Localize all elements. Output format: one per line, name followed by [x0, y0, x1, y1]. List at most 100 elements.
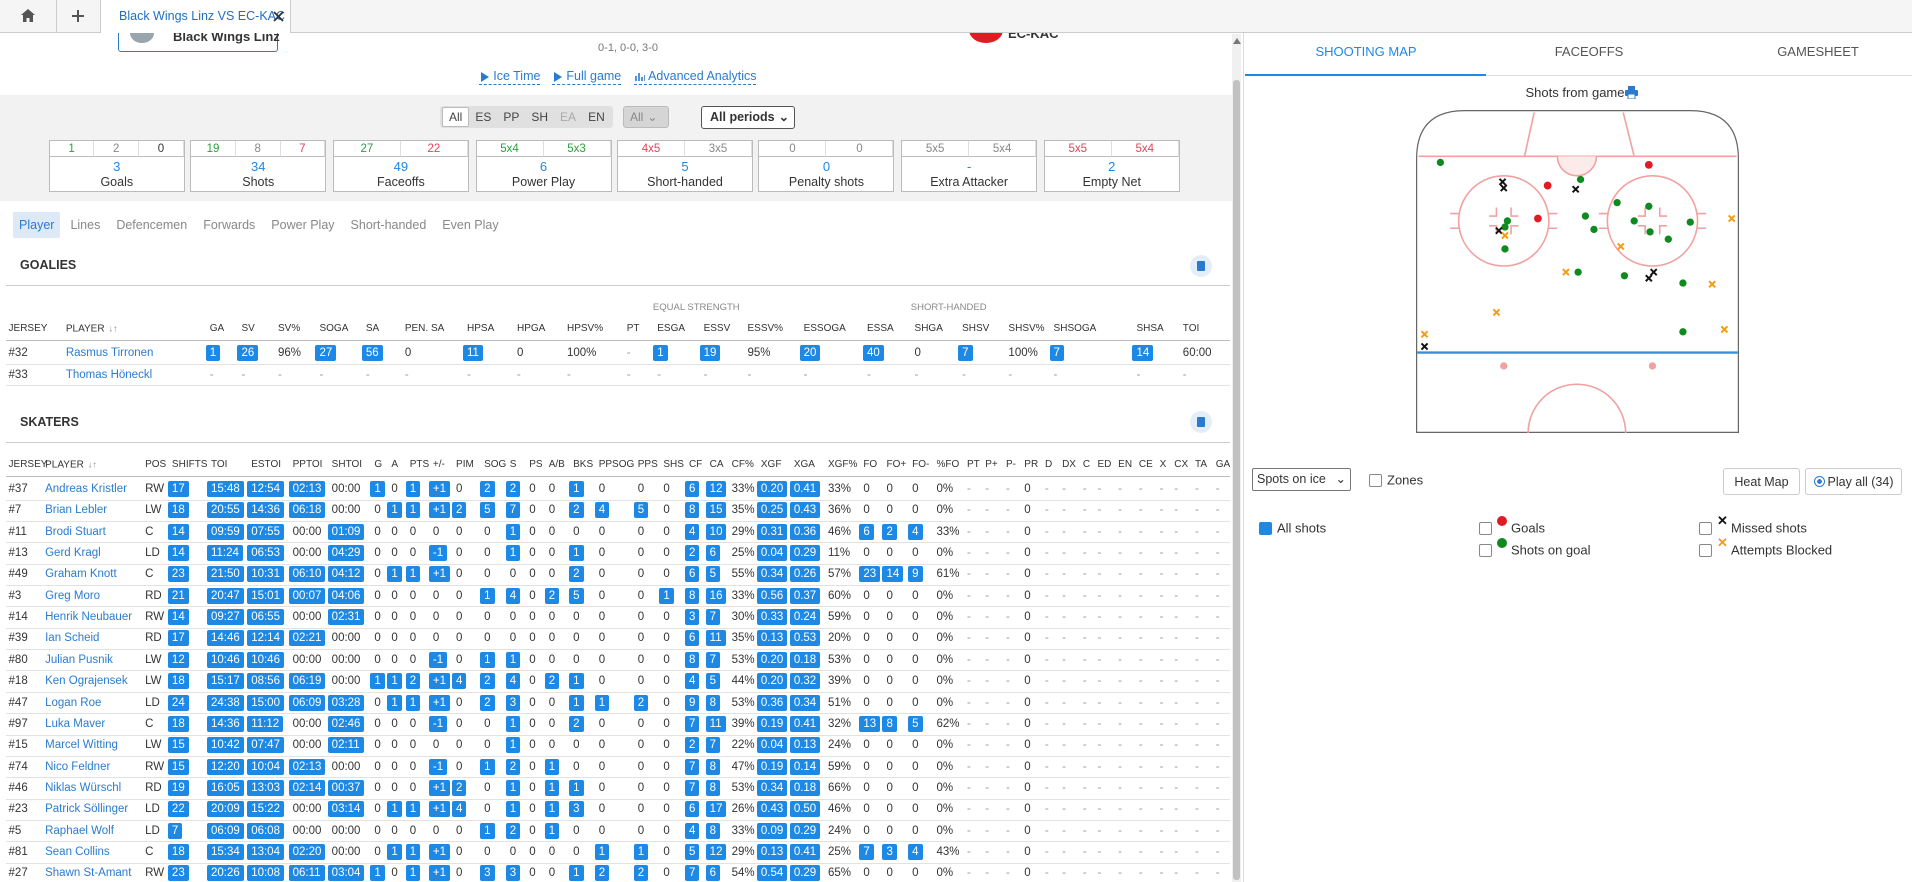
- column-header[interactable]: GA: [1215, 459, 1231, 470]
- shot-missed[interactable]: [1645, 274, 1653, 282]
- button[interactable]: Heat Map: [1723, 468, 1800, 495]
- column-header[interactable]: GA: [209, 323, 225, 334]
- view-tab[interactable]: Defencemen: [116, 218, 188, 232]
- info-icon[interactable]: [1189, 254, 1213, 278]
- period-select[interactable]: All periods ⌄: [701, 106, 795, 129]
- column-header[interactable]: SHS: [663, 459, 684, 470]
- shot-on-goal[interactable]: [1581, 212, 1590, 220]
- column-header[interactable]: SHSV: [962, 323, 990, 334]
- shot-on-goal[interactable]: [1686, 218, 1694, 226]
- panel-tab[interactable]: GAMESHEET: [1777, 44, 1859, 59]
- player-link[interactable]: Andreas Kristler: [45, 483, 127, 495]
- column-header[interactable]: PLAYER ↓↑: [65, 323, 118, 335]
- column-header[interactable]: C: [1082, 459, 1091, 470]
- column-header[interactable]: FO: [863, 459, 878, 470]
- shot-on-goal[interactable]: [1620, 272, 1629, 280]
- shot-on-goal[interactable]: [1630, 217, 1638, 225]
- shot-goal[interactable]: [1644, 160, 1653, 169]
- shot-goal[interactable]: [1543, 181, 1552, 190]
- shot-missed[interactable]: [1649, 268, 1658, 276]
- column-header[interactable]: XGF%: [827, 459, 858, 470]
- view-select[interactable]: Spots on ice ⌄: [1252, 468, 1351, 491]
- close-icon[interactable]: [273, 11, 284, 22]
- player-link[interactable]: Luka Maver: [45, 717, 106, 730]
- shot-missed[interactable]: [1420, 342, 1429, 351]
- column-header[interactable]: X: [1159, 459, 1167, 470]
- column-header[interactable]: A/B: [548, 459, 565, 470]
- shot-blocked[interactable]: [1617, 242, 1625, 251]
- column-header[interactable]: JERSEY: [8, 323, 48, 334]
- shot-blocked[interactable]: [1562, 268, 1570, 276]
- shot-on-goal[interactable]: [1576, 175, 1585, 184]
- column-header[interactable]: PLAYER ↓↑: [45, 459, 97, 471]
- column-header[interactable]: SHSV%: [1008, 323, 1045, 334]
- column-header[interactable]: P+: [985, 459, 998, 470]
- new-tab-button[interactable]: [57, 0, 101, 32]
- column-header[interactable]: PR: [1024, 459, 1039, 470]
- link[interactable]: Full game: [552, 69, 622, 85]
- column-header[interactable]: ESGA: [657, 323, 686, 334]
- column-header[interactable]: CF: [688, 459, 703, 470]
- column-header[interactable]: %FO: [936, 459, 960, 470]
- column-header[interactable]: SHSA: [1136, 323, 1164, 334]
- shot-blocked[interactable]: [1501, 231, 1509, 240]
- shot-on-goal[interactable]: [1679, 279, 1687, 287]
- checkbox[interactable]: [1699, 522, 1712, 535]
- team-select[interactable]: All ⌄: [623, 106, 669, 128]
- shot-on-goal[interactable]: [1645, 202, 1653, 210]
- shot-on-goal[interactable]: [1503, 217, 1512, 225]
- column-header[interactable]: PPS: [637, 459, 658, 470]
- filter-button[interactable]: PP: [503, 110, 520, 124]
- shot-on-goal[interactable]: [1646, 228, 1654, 236]
- filter-button[interactable]: EN: [588, 110, 605, 124]
- column-header[interactable]: JERSEY: [8, 459, 48, 470]
- shot-blocked[interactable]: [1420, 330, 1429, 339]
- column-header[interactable]: ESTOI: [251, 459, 282, 470]
- player-link[interactable]: Ken Ograjensek: [45, 675, 128, 688]
- column-header[interactable]: SV%: [278, 323, 301, 334]
- column-header[interactable]: PEN. SA: [404, 323, 445, 334]
- column-header[interactable]: CF%: [731, 459, 754, 470]
- player-link[interactable]: Logan Roe: [45, 696, 102, 709]
- shot-on-goal[interactable]: [1501, 223, 1509, 231]
- column-header[interactable]: PIM: [456, 459, 474, 470]
- column-header[interactable]: PTS: [409, 459, 430, 470]
- print-icon[interactable]: [1625, 86, 1638, 99]
- shot-on-goal[interactable]: [1436, 158, 1445, 167]
- player-link[interactable]: Raphael Wolf: [45, 824, 114, 837]
- column-header[interactable]: SHIFTS: [171, 459, 208, 470]
- column-header[interactable]: DX: [1062, 459, 1076, 470]
- column-header[interactable]: TOI: [1182, 323, 1200, 334]
- column-header[interactable]: SV: [241, 323, 255, 334]
- column-header[interactable]: +/-: [432, 459, 445, 470]
- column-header[interactable]: SOGA: [319, 323, 349, 334]
- scrollbar[interactable]: [1232, 34, 1241, 882]
- column-header[interactable]: S: [509, 459, 517, 470]
- shot-blocked[interactable]: [1708, 280, 1716, 289]
- column-header[interactable]: SHSOGA: [1053, 323, 1097, 334]
- checkbox[interactable]: [1479, 544, 1492, 557]
- info-icon[interactable]: [1189, 410, 1213, 434]
- shot-on-goal[interactable]: [1664, 235, 1672, 243]
- column-header[interactable]: TA: [1195, 459, 1208, 470]
- player-link[interactable]: Shawn St-Amant: [45, 867, 132, 880]
- checkbox[interactable]: [1479, 522, 1492, 535]
- column-header[interactable]: D: [1045, 459, 1053, 470]
- player-link[interactable]: Marcel Witting: [45, 739, 118, 752]
- column-header[interactable]: ESSA: [866, 323, 894, 334]
- player-link[interactable]: Rasmus Tirronen: [65, 347, 154, 359]
- shot-missed[interactable]: [1571, 185, 1580, 193]
- column-header[interactable]: ED: [1097, 459, 1112, 470]
- column-header[interactable]: TOI: [210, 459, 228, 470]
- view-tab[interactable]: Lines: [70, 218, 101, 232]
- column-header[interactable]: PT: [966, 459, 980, 470]
- column-header[interactable]: XGA: [793, 459, 815, 470]
- column-header[interactable]: POS: [145, 459, 167, 470]
- scroll-up[interactable]: [1233, 38, 1241, 44]
- shot-on-goal[interactable]: [1501, 245, 1509, 253]
- column-header[interactable]: ESSV%: [747, 323, 784, 334]
- column-header[interactable]: SHTOI: [331, 459, 363, 470]
- home-button[interactable]: [0, 0, 57, 32]
- filter-button[interactable]: All: [442, 107, 470, 127]
- column-header[interactable]: HPSA: [467, 323, 495, 334]
